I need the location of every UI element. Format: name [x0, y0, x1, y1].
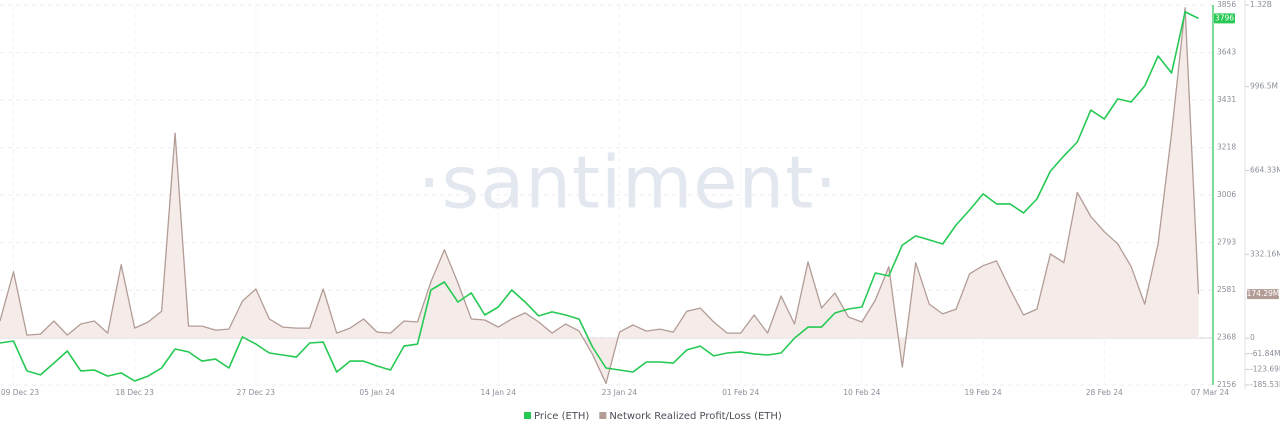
x-tick-label: 01 Feb 24 [722, 388, 759, 397]
y2-tick-label: 664.33M [1250, 165, 1280, 174]
value-badge-label: 3796 [1215, 13, 1234, 22]
watermark: ·santiment· [418, 141, 839, 225]
value-badge-label: 174.29M [1247, 289, 1280, 298]
y2-tick-label: -61.84M [1250, 349, 1280, 358]
y-tick-label: 2368 [1217, 333, 1236, 342]
y2-tick-label: 0 [1250, 333, 1255, 342]
legend-swatch [599, 412, 607, 419]
x-tick-label: 07 Mar 24 [1191, 388, 1229, 397]
x-tick-label: 18 Dec 23 [115, 388, 154, 397]
x-tick-label: 10 Feb 24 [843, 388, 880, 397]
x-tick-label: 05 Jan 24 [359, 388, 395, 397]
y-tick-label: 2581 [1217, 285, 1236, 294]
y-tick-label: 3006 [1217, 190, 1236, 199]
x-tick-label: 28 Feb 24 [1086, 388, 1123, 397]
series-line [0, 7, 1200, 385]
y2-tick-label: 1.32B [1250, 0, 1272, 9]
x-tick-label: 09 Dec 23 [1, 388, 40, 397]
y2-tick-label: -185.53M [1250, 380, 1280, 389]
y-tick-label: 3218 [1217, 143, 1236, 152]
x-tick-label: 14 Jan 24 [481, 388, 517, 397]
y-tick-label: 3643 [1217, 48, 1236, 57]
x-tick-label: 27 Dec 23 [237, 388, 276, 397]
y-tick-label: 3431 [1217, 95, 1236, 104]
y2-tick-label: 332.16M [1250, 249, 1280, 258]
y-tick-label: 2793 [1217, 238, 1236, 247]
value-badge [1247, 289, 1279, 300]
value-badge [1214, 13, 1235, 24]
legend-swatch [524, 412, 531, 419]
legend-label: Network Realized Profit/Loss (ETH) [609, 411, 782, 422]
y2-tick-label: -123.69M [1250, 364, 1280, 373]
legend-label: Price (ETH) [534, 411, 589, 422]
y-tick-label: 2156 [1217, 380, 1236, 389]
y2-tick-label: 996.5M [1250, 82, 1278, 91]
x-tick-label: 19 Feb 24 [964, 388, 1001, 397]
y-tick-label: 3856 [1217, 0, 1236, 9]
series-line [0, 11, 1199, 382]
x-tick-label: 23 Jan 24 [602, 388, 638, 397]
